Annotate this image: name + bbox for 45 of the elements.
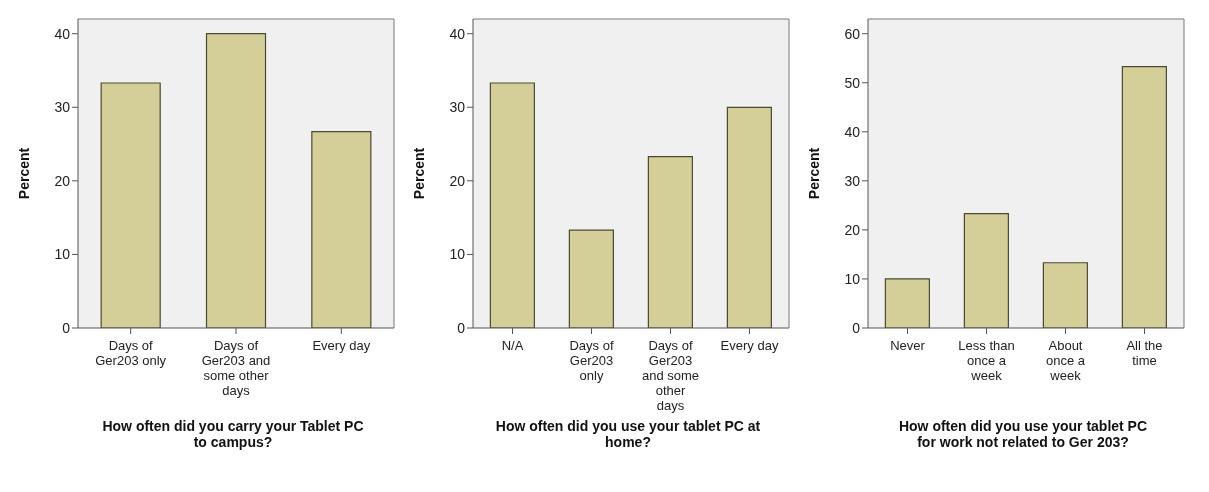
bar [100,82,161,328]
y-tick-label: 30 [449,99,466,116]
x-tick-label: Days of Ger203 only [569,338,614,383]
y-tick-label: 50 [844,74,861,91]
x-axis-title: How often did you carry your Tablet PC to campus? [101,418,365,450]
y-tick-label: 0 [852,319,861,336]
y-axis-title: Percent [410,147,427,200]
x-tick-label: Never [890,338,926,353]
x-axis-title: How often did you use your tablet PC at home? [494,418,762,450]
bar [1042,262,1088,328]
y-tick-label: 30 [844,172,861,189]
x-tick-label: About once a week [1045,338,1086,383]
y-axis-title: Percent [805,147,822,200]
y-tick-label: 40 [54,25,71,42]
bar [884,278,930,328]
bar [489,82,535,328]
y-tick-label: 10 [54,246,71,263]
x-axis-title: How often did you use your tablet PC for work not related to Ger 203? [897,418,1149,450]
x-tick-label: Days of Ger203 and some other days [201,338,271,398]
y-tick-label: 30 [54,99,71,116]
bar [647,155,693,328]
x-tick-label: Every day [312,338,371,353]
bar [1121,65,1167,328]
y-tick-label: 40 [449,25,466,42]
x-tick-label: All the time [1126,338,1163,368]
x-tick-label: Days of Ger203 only [95,338,167,368]
y-tick-label: 60 [844,25,861,42]
y-tick-label: 40 [844,123,861,140]
bar [311,130,372,328]
bar [568,229,614,328]
x-tick-label: N/A [501,338,524,353]
y-tick-label: 20 [449,172,466,189]
y-tick-label: 10 [449,246,466,263]
x-tick-label: Days of Ger203 and some other days [641,338,700,413]
y-axis-title: Percent [15,147,32,200]
y-tick-label: 0 [62,319,71,336]
y-tick-label: 20 [844,221,861,238]
y-tick-label: 0 [457,319,466,336]
x-tick-label: Every day [720,338,779,353]
y-tick-label: 10 [844,270,861,287]
y-tick-label: 20 [54,172,71,189]
bar [726,106,772,328]
bar [963,213,1009,328]
bar [205,33,267,328]
x-tick-label: Less than once a week [958,338,1015,383]
